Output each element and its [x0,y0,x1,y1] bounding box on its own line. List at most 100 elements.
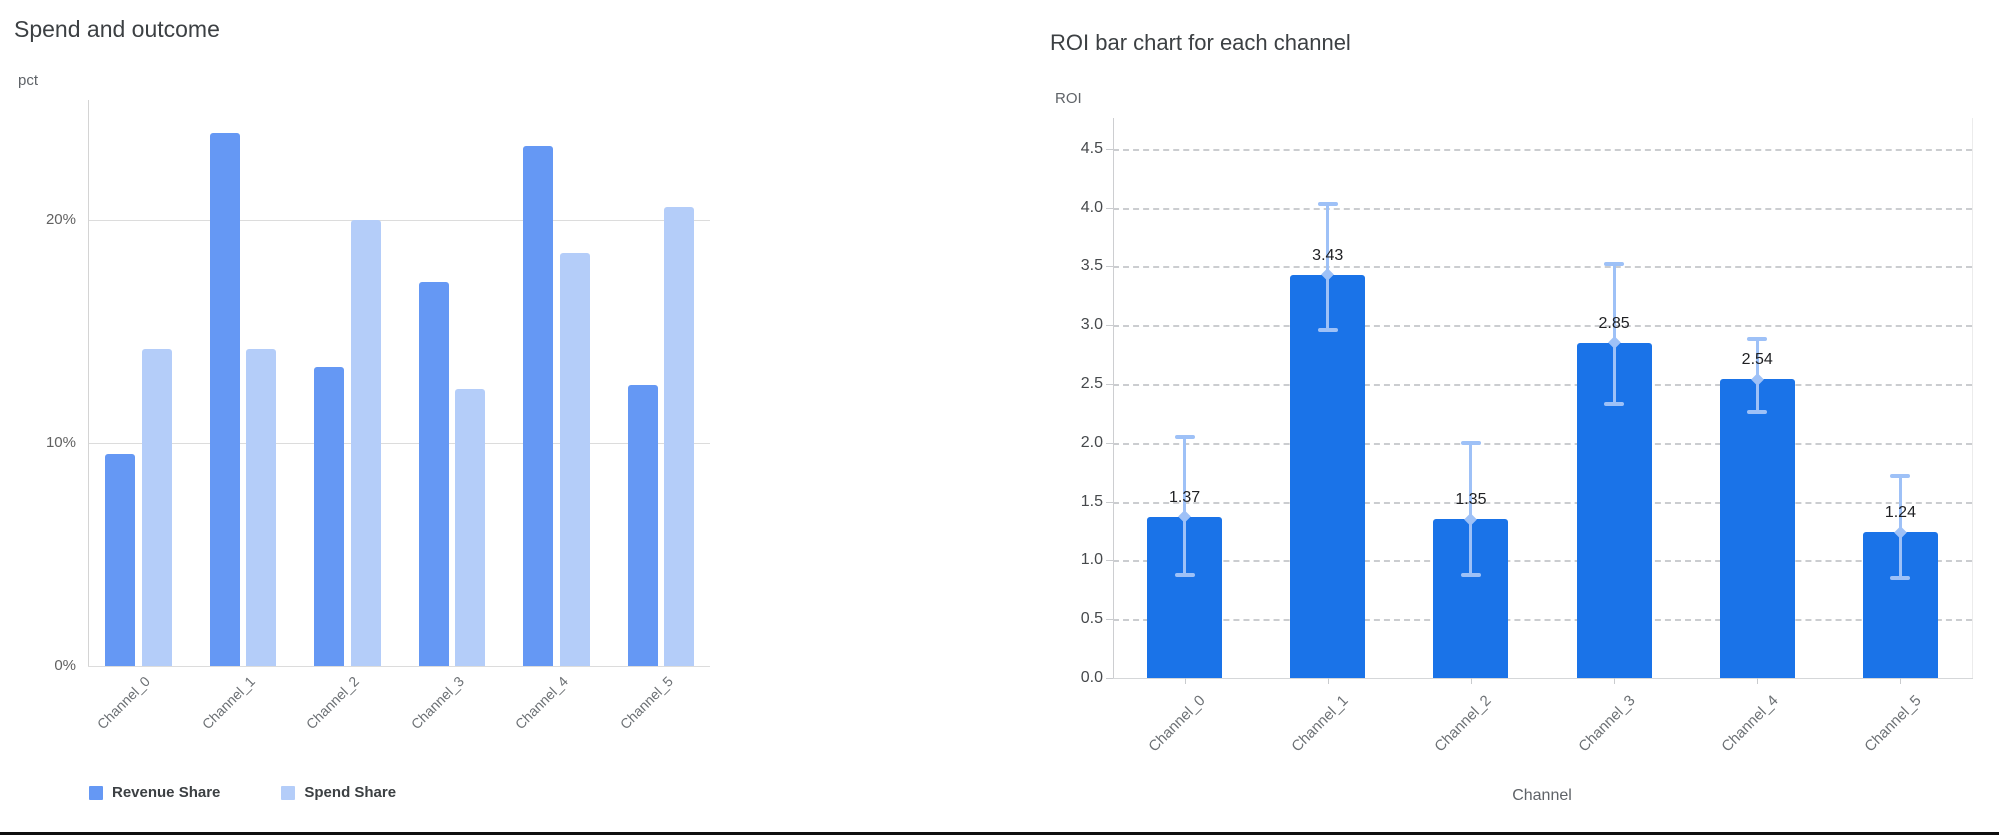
error-bar-cap-bottom-channel_1 [1317,327,1338,332]
left-bar-spend-share-channel_1[interactable] [246,349,276,666]
left-gridline-0% [88,666,710,667]
right-ytick-0.5: 0.5 [1080,610,1103,628]
left-bar-revenue-share-channel_4[interactable] [523,146,553,666]
error-bar-cap-bottom-channel_4 [1747,410,1768,415]
left-gridline-10% [88,443,710,444]
right-chart-y-unit-label: ROI [1055,90,1082,107]
error-bar-cap-top-channel_4 [1747,337,1768,342]
right-xtick-mark-channel_5 [1900,678,1902,684]
right-gridline-2.5 [1113,384,1972,386]
right-ytick-mark-3.0 [1106,325,1113,327]
right-gridline-4.0 [1113,207,1972,210]
right-ytick-1.5: 1.5 [1080,492,1103,510]
error-bar-cap-bottom-channel_5 [1890,576,1911,581]
left-bar-spend-share-channel_4[interactable] [559,253,590,666]
left-gridline-20% [88,220,710,221]
left-ytick-0%: 0% [54,657,76,674]
right-gridline-1.0 [1113,560,1972,563]
roi-bar-channel_1[interactable] [1290,274,1366,678]
right-ytick-mark-0.5 [1106,619,1113,621]
left-ytick-20%: 20% [45,211,76,228]
legend-label-spend-share: Spend Share [304,784,397,801]
right-xtick-label-channel_5: Channel_5 [1861,692,1925,756]
right-ytick-1.0: 1.0 [1080,551,1103,569]
right-xtick-mark-channel_3 [1614,678,1616,684]
error-bar-cap-top-channel_2 [1460,440,1481,445]
left-chart-legend: Revenue Share Spend Share [89,784,396,801]
right-xtick-label-channel_4: Channel_4 [1717,692,1782,756]
legend-item-revenue-share[interactable]: Revenue Share [89,784,220,801]
roi-value-label-channel_5: 1.24 [1884,504,1916,522]
roi-value-label-channel_4: 2.54 [1741,351,1773,369]
error-bar-cap-top-channel_0 [1174,434,1195,439]
revenue-share-swatch [89,785,103,800]
error-bar-cap-top-channel_3 [1604,262,1625,267]
left-y-axis-line [88,100,89,666]
right-ytick-0.0: 0.0 [1080,669,1103,686]
error-bar-line-channel_1 [1326,204,1330,330]
left-bar-spend-share-channel_2[interactable] [350,220,381,666]
roi-value-label-channel_1: 3.43 [1312,246,1344,264]
left-bar-spend-share-channel_0[interactable] [141,349,172,666]
right-plot-right-border [1972,118,1973,678]
left-bar-spend-share-channel_5[interactable] [664,206,694,666]
right-xtick-mark-channel_4 [1757,678,1759,684]
left-bar-revenue-share-channel_1[interactable] [209,133,240,666]
left-bar-revenue-share-channel_2[interactable] [314,367,344,666]
right-chart-x-axis-title: Channel [1512,787,1572,804]
right-ytick-3.5: 3.5 [1080,257,1103,275]
right-xtick-label-channel_2: Channel_2 [1431,692,1495,756]
error-bar-cap-bottom-channel_2 [1460,572,1481,577]
left-bar-spend-share-channel_3[interactable] [455,389,485,666]
roi-value-label-channel_2: 1.35 [1455,491,1487,509]
right-ytick-mark-2.5 [1106,384,1113,385]
left-bar-revenue-share-channel_0[interactable] [105,454,135,666]
error-bar-cap-top-channel_5 [1890,473,1911,478]
roi-bar-channel_4[interactable] [1719,379,1795,678]
left-chart-title: Spend and outcome [14,16,220,42]
legend-label-revenue-share: Revenue Share [112,784,221,801]
right-xtick-label-channel_3: Channel_3 [1574,692,1639,756]
left-chart-y-unit-label: pct [18,72,39,89]
right-ytick-mark-4.5 [1106,148,1113,150]
right-xtick-mark-channel_2 [1470,678,1472,684]
right-gridline-1.5 [1113,501,1972,504]
right-ytick-2.0: 2.0 [1080,433,1103,451]
right-gridline-4.5 [1113,148,1972,151]
error-bar-cap-bottom-channel_0 [1174,572,1195,577]
left-bar-revenue-share-channel_5[interactable] [627,385,658,666]
left-ytick-10%: 10% [45,434,76,451]
spend-share-swatch [281,785,296,800]
error-bar-cap-top-channel_1 [1317,202,1338,207]
right-xtick-label-channel_0: Channel_0 [1145,692,1209,756]
right-x-axis-baseline [1113,678,1973,679]
legend-item-spend-share[interactable]: Spend Share [281,784,396,801]
error-bar-cap-bottom-channel_3 [1604,401,1625,406]
right-chart-title: ROI bar chart for each channel [1050,30,1351,55]
right-ytick-mark-1.5 [1106,501,1113,503]
right-gridline-0.5 [1113,619,1972,622]
right-ytick-2.5: 2.5 [1080,375,1103,392]
right-y-axis-line [1113,118,1114,678]
roi-value-label-channel_0: 1.37 [1169,488,1201,506]
roi-value-label-channel_3: 2.85 [1598,314,1630,332]
window-bottom-border [0,832,1999,835]
left-bar-revenue-share-channel_3[interactable] [418,282,449,666]
right-xtick-label-channel_1: Channel_1 [1288,692,1352,756]
spend-outcome-chart-plot-area: 0% 10% 20% Channel_0 Channel_1 Channel_2 Chann… [0,0,780,838]
error-bar-line-channel_2 [1469,442,1473,575]
right-ytick-4.5: 4.5 [1080,139,1103,157]
right-ytick-mark-3.5 [1106,266,1113,268]
right-ytick-mark-1.0 [1106,560,1113,562]
right-ytick-3.0: 3.0 [1080,316,1103,334]
right-ytick-mark-4.0 [1106,207,1113,209]
error-bar-line-channel_0 [1183,436,1187,575]
right-gridline-3.5 [1113,266,1972,269]
error-bar-line-channel_3 [1612,264,1616,404]
right-xtick-mark-channel_0 [1184,678,1186,684]
right-gridline-3.0 [1113,325,1972,328]
right-ytick-mark-0.0 [1106,678,1113,679]
right-ytick-mark-2.0 [1106,442,1113,444]
